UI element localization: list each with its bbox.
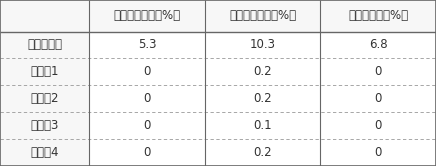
Bar — [205, 0, 320, 32]
Bar — [205, 139, 320, 166]
Bar — [320, 112, 436, 139]
Bar — [320, 0, 436, 32]
Text: 0: 0 — [143, 119, 151, 132]
Bar — [0, 58, 89, 85]
Text: 6.8: 6.8 — [369, 39, 388, 51]
Bar — [0, 112, 89, 139]
Text: 实施例2: 实施例2 — [31, 92, 59, 105]
Bar — [89, 112, 205, 139]
Bar — [205, 112, 320, 139]
Bar — [89, 139, 205, 166]
Text: 0: 0 — [375, 92, 382, 105]
Bar — [0, 32, 89, 58]
Text: 0.1: 0.1 — [253, 119, 272, 132]
Bar — [320, 85, 436, 112]
Text: 实施例1: 实施例1 — [31, 65, 59, 78]
Text: 普通对照组: 普通对照组 — [27, 39, 62, 51]
Text: 0.2: 0.2 — [253, 146, 272, 159]
Text: 实施例4: 实施例4 — [31, 146, 59, 159]
Text: 0: 0 — [375, 65, 382, 78]
Bar — [89, 32, 205, 58]
Text: 0: 0 — [143, 146, 151, 159]
Bar — [0, 85, 89, 112]
Bar — [0, 139, 89, 166]
Text: 5.3: 5.3 — [138, 39, 157, 51]
Bar — [320, 139, 436, 166]
Bar — [205, 58, 320, 85]
Text: 0: 0 — [143, 92, 151, 105]
Text: 0: 0 — [143, 65, 151, 78]
Text: 实施例3: 实施例3 — [31, 119, 59, 132]
Text: 炭疝病发病率（%）: 炭疝病发病率（%） — [229, 9, 296, 22]
Bar — [0, 0, 89, 32]
Bar — [205, 85, 320, 112]
Bar — [89, 85, 205, 112]
Text: 0.2: 0.2 — [253, 65, 272, 78]
Bar — [205, 32, 320, 58]
Text: 黄化病发病率（%）: 黄化病发病率（%） — [114, 9, 181, 22]
Text: 0: 0 — [375, 119, 382, 132]
Bar — [320, 32, 436, 58]
Text: 褐斑病病率（%）: 褐斑病病率（%） — [348, 9, 408, 22]
Text: 0: 0 — [375, 146, 382, 159]
Text: 10.3: 10.3 — [250, 39, 276, 51]
Bar — [89, 0, 205, 32]
Bar — [89, 58, 205, 85]
Text: 0.2: 0.2 — [253, 92, 272, 105]
Bar — [320, 58, 436, 85]
